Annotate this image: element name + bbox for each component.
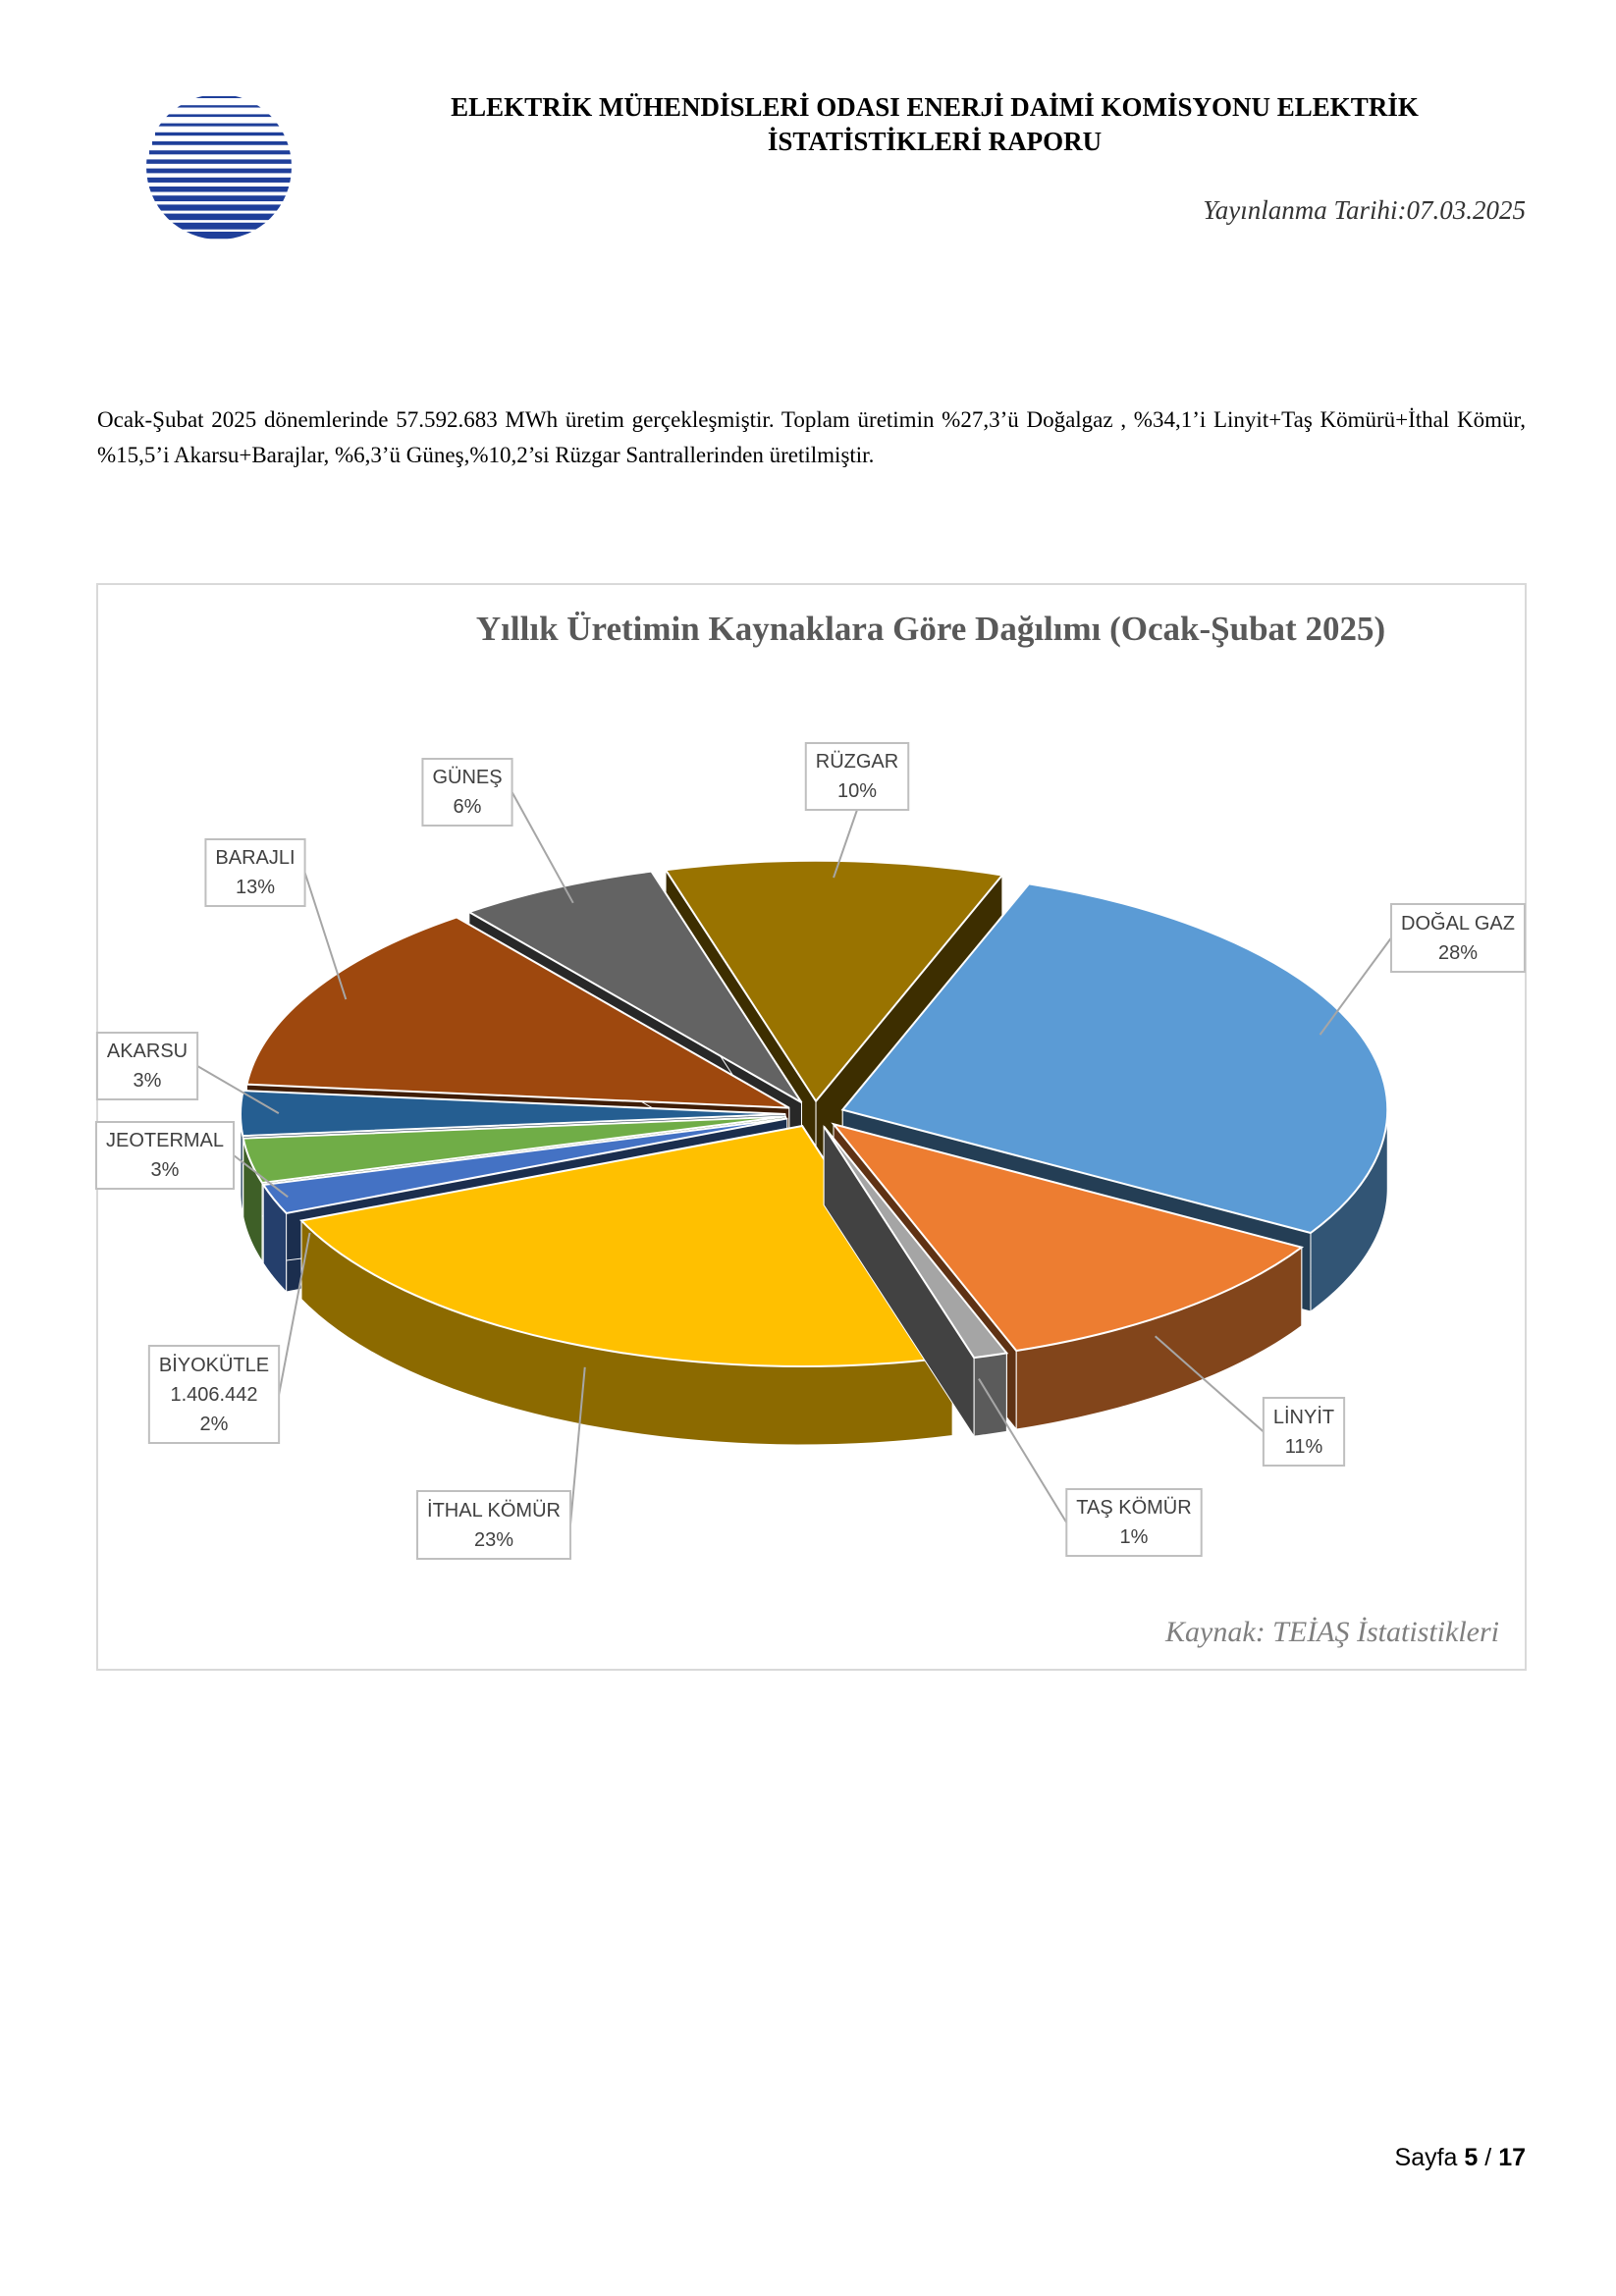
logo xyxy=(146,96,292,240)
logo-stripe xyxy=(146,222,292,230)
header-title: ELEKTRİK MÜHENDİSLERİ ODASI ENERJİ DAİMİ… xyxy=(451,92,1419,122)
page-sep: / xyxy=(1484,2144,1491,2171)
data-label-value: 2% xyxy=(200,1414,229,1435)
data-label: BARAJLI 13% xyxy=(204,838,306,907)
logo-stripe xyxy=(146,187,292,192)
data-label-name: JEOTERMAL xyxy=(106,1130,224,1151)
chart-title: Yıllık Üretimin Kaynaklara Göre Dağılımı… xyxy=(476,610,1385,648)
data-label-name: TAŞ KÖMÜR xyxy=(1076,1497,1191,1519)
page-current: 5 xyxy=(1464,2144,1478,2171)
data-label-value: 13% xyxy=(236,877,275,898)
data-label-value: 6% xyxy=(454,796,482,818)
leader-line xyxy=(568,1366,586,1525)
pie-slice xyxy=(298,1124,954,1367)
data-label-name: LİNYİT xyxy=(1273,1406,1334,1428)
label-box xyxy=(1065,1488,1203,1557)
data-label: GÜNEŞ 6% xyxy=(421,758,513,827)
pie-slice xyxy=(664,859,1004,1103)
data-label: LİNYİT 11% xyxy=(1262,1397,1346,1467)
logo-stripe xyxy=(149,150,292,155)
leader-line xyxy=(511,791,574,904)
label-box xyxy=(204,838,306,907)
logo-stripe xyxy=(161,114,292,118)
data-label-value: 10% xyxy=(837,780,877,802)
logo-stripe xyxy=(167,96,292,98)
leader-line xyxy=(196,1065,280,1115)
publish-date: Yayınlanma Tarihi:07.03.2025 xyxy=(1203,195,1526,225)
leader-line xyxy=(1319,936,1392,1036)
label-box xyxy=(95,1032,199,1100)
data-label-value: 23% xyxy=(474,1529,513,1551)
header-title: İSTATİSTİKLERİ RAPORU xyxy=(768,127,1102,156)
leader-line xyxy=(303,872,348,1000)
label-box xyxy=(1262,1397,1346,1467)
data-label-name: DOĞAL GAZ xyxy=(1401,912,1515,934)
body-paragraph: Ocak-Şubat 2025 dönemlerinde 57.592.683 … xyxy=(97,407,1526,467)
pie-slice xyxy=(245,916,790,1109)
chart-source: Kaynak: TEİAŞ İstatistikleri xyxy=(1164,1616,1499,1648)
data-label-value: 3% xyxy=(151,1159,180,1181)
leader-line xyxy=(233,1154,289,1199)
label-box xyxy=(147,1345,281,1444)
label-box xyxy=(416,1490,571,1560)
slice-wall xyxy=(973,1352,1007,1437)
data-label-value: 28% xyxy=(1438,942,1478,964)
pie-slice xyxy=(242,1115,786,1185)
logo-stripe xyxy=(146,232,292,240)
data-label-name: BİYOKÜTLE xyxy=(159,1354,269,1376)
data-label: RÜZGAR 10% xyxy=(804,742,910,811)
data-label-name: RÜZGAR xyxy=(816,751,898,773)
data-label-value: 11% xyxy=(1285,1436,1323,1458)
data-label-name: BARAJLI xyxy=(215,847,295,869)
logo-stripe xyxy=(164,105,292,108)
data-label-name: İTHAL KÖMÜR xyxy=(427,1499,561,1522)
leader-line xyxy=(833,809,858,879)
pie-slice xyxy=(261,1117,787,1215)
data-label-name: AKARSU xyxy=(107,1041,188,1062)
data-label: BİYOKÜTLE 1.406.442 2% xyxy=(147,1345,281,1444)
logo-stripe xyxy=(146,195,292,202)
data-label: DOĞAL GAZ 28% xyxy=(1390,903,1526,973)
data-label-name: GÜNEŞ xyxy=(432,767,502,788)
logo-stripe xyxy=(146,159,292,164)
pie xyxy=(240,859,1389,1446)
data-label-value: 1% xyxy=(1120,1526,1149,1548)
pie-slice xyxy=(240,1090,786,1138)
label-box xyxy=(421,758,513,827)
data-label-name: 1.406.442 xyxy=(171,1384,258,1406)
pie-slice xyxy=(823,1125,1009,1360)
data-label: JEOTERMAL 3% xyxy=(94,1121,236,1190)
logo-stripe xyxy=(152,141,292,145)
leader-line xyxy=(978,1378,1068,1523)
pie-slice xyxy=(840,882,1389,1235)
pie-slice xyxy=(466,870,803,1104)
logo-stripe xyxy=(146,213,292,221)
logo-stripe xyxy=(158,123,292,127)
page-label: Sayfa xyxy=(1395,2144,1458,2171)
page-total: 17 xyxy=(1498,2144,1526,2171)
label-box xyxy=(1390,903,1526,973)
label-box xyxy=(94,1121,236,1190)
pie-slice xyxy=(831,1122,1305,1353)
logo-stripe xyxy=(146,177,292,183)
data-label: TAŞ KÖMÜR 1% xyxy=(1065,1488,1203,1557)
labels: DOĞAL GAZ 28% LİNYİT 11% TAŞ KÖMÜR 1% İTHAL KÖ… xyxy=(94,742,1526,1560)
label-box xyxy=(804,742,910,811)
page-number: Sayfa 5 / 17 xyxy=(1395,2144,1526,2171)
logo-stripe xyxy=(155,132,292,136)
data-label: İTHAL KÖMÜR 23% xyxy=(416,1490,571,1560)
data-label: AKARSU 3% xyxy=(95,1032,199,1100)
leader-line xyxy=(278,1232,311,1395)
data-label-value: 3% xyxy=(134,1070,162,1092)
logo-stripe xyxy=(146,204,292,211)
leader-line xyxy=(1154,1335,1265,1433)
logo-stripe xyxy=(146,168,292,174)
